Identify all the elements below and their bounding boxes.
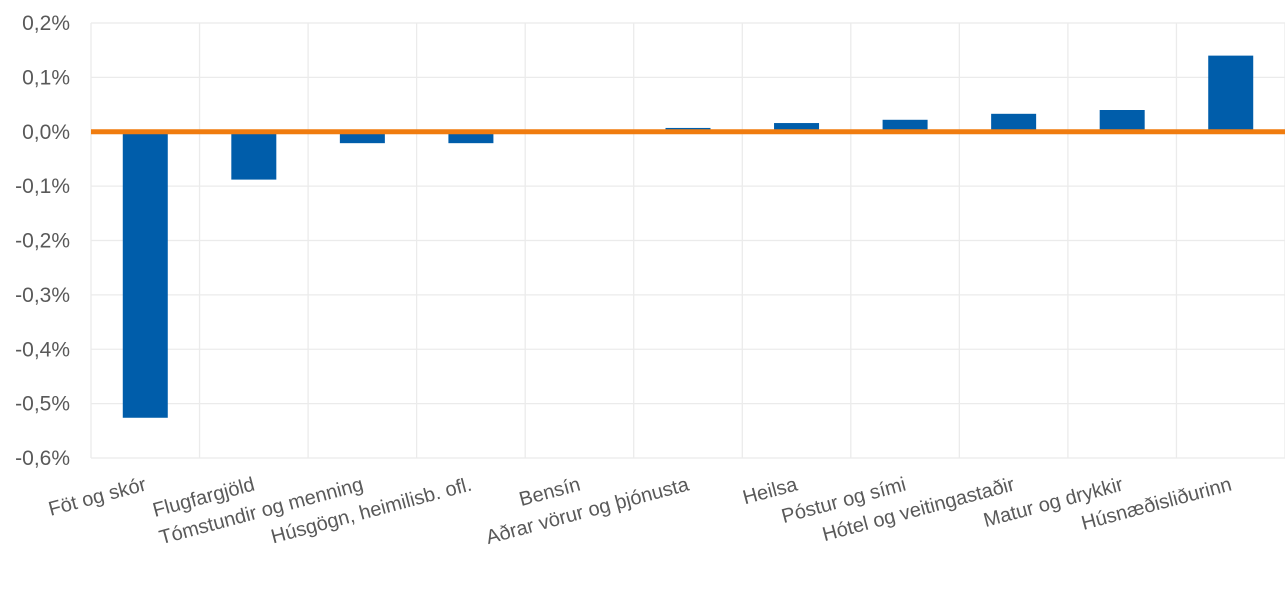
- y-tick-label: 0,2%: [22, 12, 70, 35]
- y-tick-label: -0,2%: [15, 230, 70, 253]
- gridlines: [90, 22, 1285, 459]
- bar: [231, 131, 277, 180]
- y-tick-label: -0,1%: [15, 175, 70, 198]
- y-tick-label: -0,4%: [15, 338, 70, 361]
- bar: [448, 131, 494, 144]
- y-tick-label: 0,0%: [22, 121, 70, 144]
- bars: [122, 55, 1254, 418]
- bar: [122, 131, 168, 418]
- bar: [1099, 110, 1145, 132]
- y-axis-ticks: 0,2% 0,1% 0,0% -0,1% -0,2% -0,3% -0,4% -0,5% -0,…: [15, 12, 70, 470]
- y-tick-label: -0,3%: [15, 284, 70, 307]
- y-tick-label: -0,5%: [15, 393, 70, 416]
- y-tick-label: 0,1%: [22, 66, 70, 89]
- bar: [882, 119, 928, 132]
- bar: [774, 123, 820, 132]
- x-category-label: Aðrar vörur og þjónusta: [484, 473, 692, 549]
- bar: [1208, 55, 1254, 132]
- y-tick-label: -0,6%: [15, 447, 70, 470]
- x-category-label: Föt og skór: [46, 473, 149, 520]
- bar: [991, 113, 1037, 132]
- bar: [339, 131, 385, 144]
